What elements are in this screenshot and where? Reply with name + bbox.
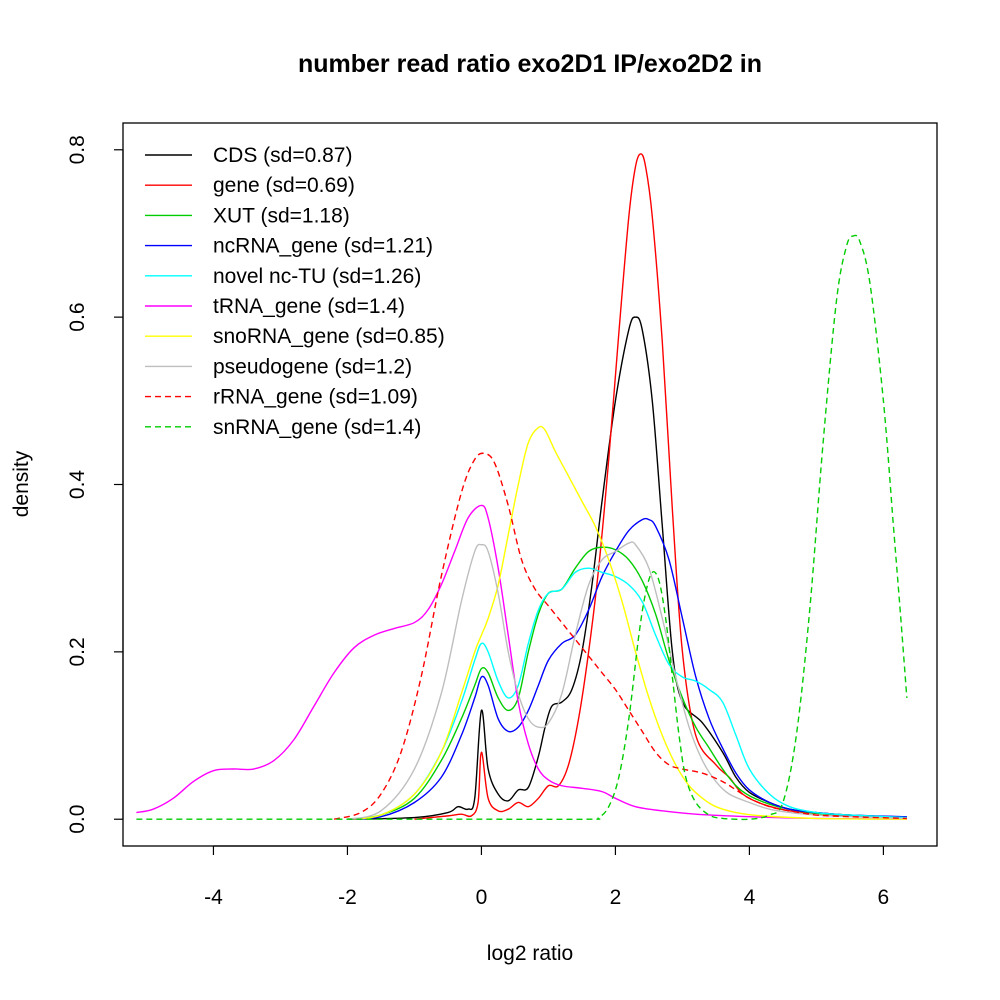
- chart-title: number read ratio exo2D1 IP/exo2D2 in: [298, 50, 762, 78]
- legend-label-xut: XUT (sd=1.18): [213, 204, 350, 227]
- legend-label-cds: CDS (sd=0.87): [213, 144, 352, 167]
- series-line-snorna-gene: [347, 425, 907, 820]
- series-line-snrna-gene: [136, 234, 908, 821]
- legend-label-snrna-gene: snRNA_gene (sd=1.4): [213, 416, 421, 439]
- legend-label-snorna-gene: snoRNA_gene (sd=0.85): [213, 325, 445, 348]
- y-tick-label: 0.4: [66, 470, 89, 500]
- series-line-gene: [414, 153, 907, 820]
- series-layer: [136, 153, 908, 821]
- y-tick-label: 0.8: [66, 135, 89, 164]
- y-tick-label: 0.2: [66, 637, 89, 666]
- series-line-pseudogene: [347, 541, 907, 820]
- series-line-rrna-gene: [333, 452, 907, 820]
- legend-label-gene: gene (sd=0.69): [213, 174, 355, 197]
- series-line-xut: [347, 546, 907, 820]
- x-tick-label: 6: [878, 886, 890, 909]
- x-tick-label: 4: [744, 886, 756, 909]
- series-line-trna-gene: [136, 504, 907, 820]
- plot-frame: [122, 122, 938, 847]
- legend-label-pseudogene: pseudogene (sd=1.2): [213, 355, 412, 378]
- legend-label-trna-gene: tRNA_gene (sd=1.4): [213, 295, 405, 318]
- legend-label-ncrna-gene: ncRNA_gene (sd=1.21): [213, 235, 433, 258]
- legend: CDS (sd=0.87) gene (sd=0.69) XUT (sd=1.18)…: [145, 144, 445, 439]
- legend-label-novel-nc-tu: novel nc-TU (sd=1.26): [213, 265, 421, 288]
- y-axis-label: density: [10, 450, 33, 517]
- x-tick-label: 0: [476, 886, 488, 909]
- legend-label-rrna-gene: rRNA_gene (sd=1.09): [213, 386, 418, 409]
- series-line-ncrna-gene: [347, 517, 907, 820]
- series-line-cds: [347, 316, 907, 820]
- x-axis-label: log2 ratio: [487, 942, 573, 965]
- x-tick-label: -2: [338, 886, 357, 909]
- x-tick-label: -4: [204, 886, 223, 909]
- x-tick-label: 2: [610, 886, 622, 909]
- axes-layer: -4 -2 0 2 4 6 0.0 0.2 0.4 0.6 0.8: [66, 135, 889, 909]
- y-tick-label: 0.0: [66, 805, 89, 834]
- y-tick-label: 0.6: [66, 302, 89, 331]
